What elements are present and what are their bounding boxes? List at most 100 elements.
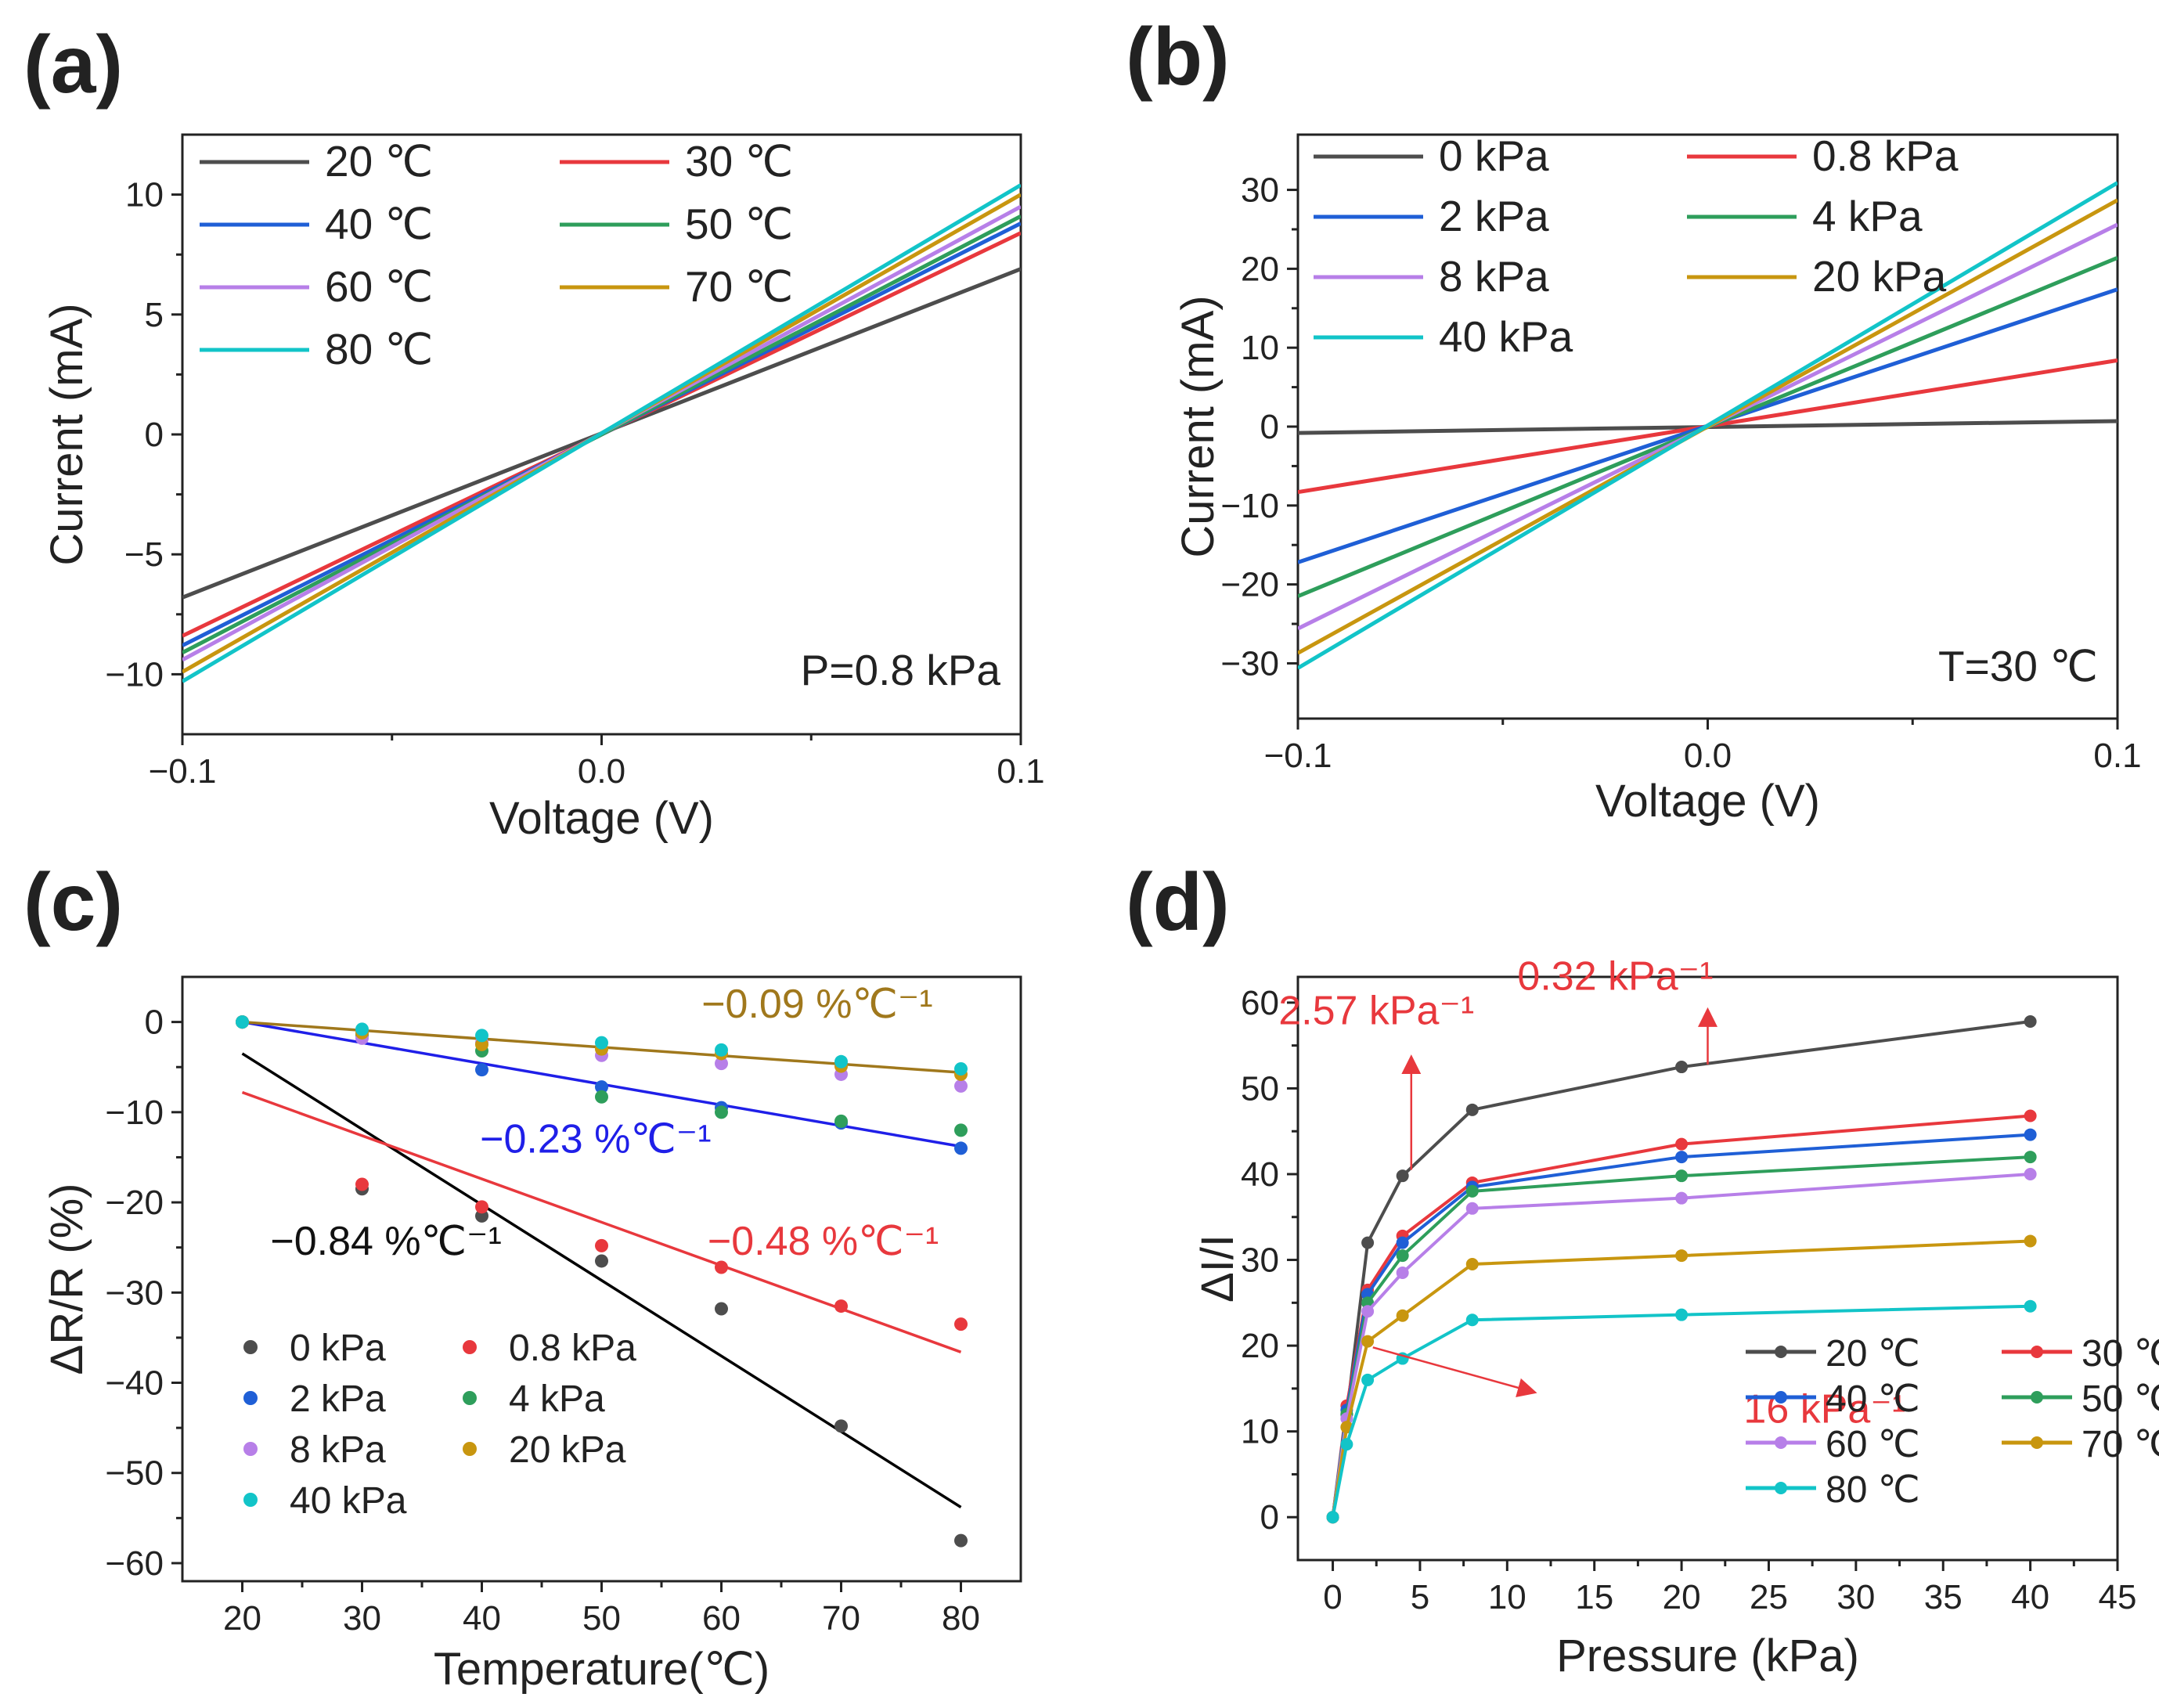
annotation-label: −0.84 %℃⁻¹ bbox=[270, 1219, 501, 1264]
legend-marker bbox=[2031, 1391, 2043, 1404]
annotation-label: 0.32 kPa⁻¹ bbox=[1517, 953, 1713, 999]
x-tick-label: 40 bbox=[2011, 1578, 2049, 1616]
x-tick-label: 25 bbox=[1750, 1578, 1788, 1616]
data-point bbox=[1465, 1103, 1479, 1116]
x-axis-title: Temperature(℃) bbox=[434, 1644, 770, 1695]
series-line bbox=[182, 183, 1021, 683]
data-point bbox=[834, 1054, 848, 1068]
x-tick-label: 20 bbox=[223, 1599, 261, 1638]
legend-label: 40 ℃ bbox=[1826, 1378, 1920, 1420]
legend-label: 4 kPa bbox=[509, 1378, 605, 1420]
x-tick-label: 35 bbox=[1924, 1578, 1963, 1616]
legend-marker bbox=[243, 1391, 258, 1405]
plot-area bbox=[1326, 1014, 2037, 1524]
panel-b-chart: −0.1 0.0 0.1 −30 −20 −10 0 10 20 30 Voltage (V) Cur… bbox=[1173, 132, 2142, 827]
annotation-label: 16 kPa⁻¹ bbox=[1743, 1387, 1905, 1432]
data-point bbox=[1340, 1438, 1353, 1451]
legend-label: 0 kPa bbox=[290, 1328, 386, 1369]
data-point bbox=[595, 1036, 608, 1050]
data-point bbox=[355, 1177, 369, 1191]
data-point bbox=[1675, 1249, 1689, 1263]
data-point bbox=[2024, 1014, 2037, 1028]
series-line bbox=[1331, 1304, 2031, 1518]
y-tick-label: 0 bbox=[145, 1004, 164, 1042]
y-tick-label: −20 bbox=[1220, 566, 1279, 604]
legend-marker bbox=[243, 1442, 258, 1456]
data-point bbox=[2024, 1299, 2037, 1313]
annotation-label: −0.09 %℃⁻¹ bbox=[701, 982, 932, 1027]
x-tick-label: −0.1 bbox=[1264, 737, 1332, 775]
data-point bbox=[475, 1063, 488, 1077]
data-point bbox=[1361, 1236, 1375, 1249]
x-axis-title: Pressure (kPa) bbox=[1556, 1631, 1859, 1681]
panel-c-label: (c) bbox=[23, 857, 123, 948]
y-tick-label: −5 bbox=[124, 535, 164, 574]
y-tick-label: 50 bbox=[1241, 1069, 1279, 1108]
y-tick-label: 30 bbox=[1241, 171, 1279, 210]
data-point bbox=[236, 1015, 249, 1029]
plot-area bbox=[1298, 181, 2118, 670]
legend: 0 kPa 0.8 kPa 2 kPa 4 kPa 8 kPa 20 kPa 40 kPa bbox=[243, 1328, 636, 1522]
annotation-arrow bbox=[1372, 1346, 1537, 1397]
legend-marker bbox=[463, 1442, 477, 1456]
panel-d-chart: 0 5 10 15 20 25 30 35 40 45 0 10 20 30 40 50 60 Pressure … bbox=[1192, 953, 2159, 1681]
series-line bbox=[1331, 1172, 2031, 1518]
data-point bbox=[2024, 1234, 2037, 1248]
x-tick-label: 0.1 bbox=[997, 752, 1044, 791]
y-tick-label: 0 bbox=[145, 416, 164, 454]
x-tick-label: 30 bbox=[343, 1599, 381, 1638]
panel-c-chart: 20 30 40 50 60 70 80 −60 −50 −40 −30 −20 −10 0 Tempera… bbox=[41, 975, 1022, 1695]
data-point bbox=[834, 1299, 848, 1313]
y-tick-label: 20 bbox=[1241, 1327, 1279, 1365]
legend-label: 8 kPa bbox=[1439, 252, 1549, 301]
legend-label: 60 ℃ bbox=[1826, 1424, 1920, 1465]
legend-marker bbox=[463, 1340, 477, 1354]
legend-label: 70 ℃ bbox=[2082, 1424, 2159, 1465]
y-tick-label: −10 bbox=[105, 655, 164, 694]
x-tick-label: 30 bbox=[1836, 1578, 1875, 1616]
y-tick-label: −10 bbox=[105, 1094, 164, 1132]
legend-marker bbox=[243, 1340, 258, 1354]
data-point bbox=[1326, 1511, 1339, 1524]
data-point bbox=[1361, 1373, 1375, 1386]
legend-label: 4 kPa bbox=[1812, 192, 1923, 240]
y-tick-label: 0 bbox=[1260, 1498, 1279, 1537]
x-tick-label: 45 bbox=[2099, 1578, 2137, 1616]
y-axis-title: Current (mA) bbox=[1173, 295, 1224, 557]
y-tick-label: −30 bbox=[105, 1274, 164, 1312]
legend-marker bbox=[2031, 1436, 2043, 1449]
x-tick-label: 10 bbox=[1488, 1578, 1526, 1616]
data-point bbox=[1396, 1266, 1409, 1279]
panel-a-label: (a) bbox=[23, 20, 123, 110]
x-tick-label: 0.1 bbox=[2093, 737, 2141, 775]
legend-label: 50 ℃ bbox=[685, 200, 793, 248]
x-tick-label: 0 bbox=[1323, 1578, 1342, 1616]
legend-label: 60 ℃ bbox=[325, 262, 433, 311]
data-point bbox=[715, 1302, 728, 1316]
y-axis-title: ΔR/R (%) bbox=[41, 1184, 92, 1375]
legend-label: 0.8 kPa bbox=[509, 1328, 636, 1369]
legend-label: 70 ℃ bbox=[685, 262, 793, 311]
data-point bbox=[1396, 1249, 1409, 1263]
data-point bbox=[954, 1123, 968, 1137]
legend-label: 0 kPa bbox=[1439, 132, 1549, 180]
x-tick-label: −0.1 bbox=[149, 752, 217, 791]
data-point bbox=[1675, 1191, 1689, 1205]
legend-marker bbox=[1775, 1391, 1787, 1404]
data-point bbox=[1396, 1236, 1409, 1249]
x-tick-label: 0.0 bbox=[1684, 737, 1732, 775]
data-point bbox=[1675, 1151, 1689, 1164]
legend-label: 20 kPa bbox=[1812, 252, 1947, 301]
data-point bbox=[834, 1114, 848, 1128]
y-axis-title: Current (mA) bbox=[41, 303, 92, 565]
legend-label: 80 ℃ bbox=[325, 325, 433, 373]
legend-label: 40 kPa bbox=[1439, 312, 1573, 361]
legend-label: 50 ℃ bbox=[2082, 1378, 2159, 1420]
y-tick-label: −40 bbox=[105, 1364, 164, 1403]
y-tick-label: 5 bbox=[145, 296, 164, 334]
legend-label: 40 kPa bbox=[290, 1480, 407, 1522]
plot-area bbox=[182, 183, 1021, 683]
legend-label: 30 ℃ bbox=[2082, 1333, 2159, 1375]
panel-b-label: (b) bbox=[1126, 12, 1230, 103]
data-point bbox=[1396, 1309, 1409, 1322]
